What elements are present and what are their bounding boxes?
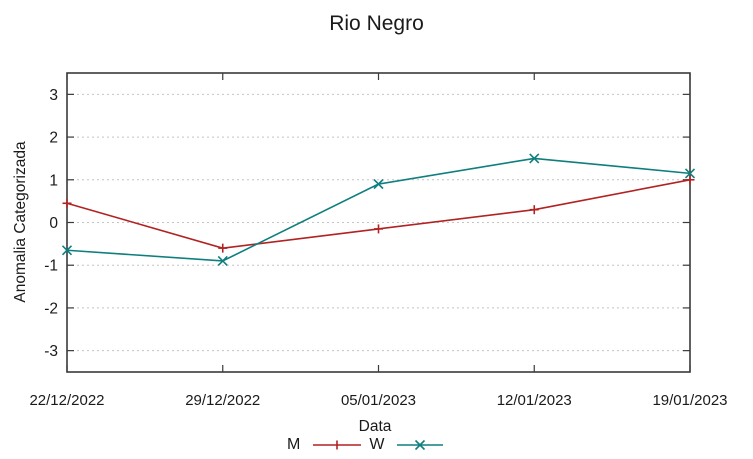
- x-tick-label: 29/12/2022: [185, 392, 260, 409]
- y-tick-label: 0: [49, 215, 58, 232]
- x-tick-label: 22/12/2022: [29, 392, 104, 409]
- marker-cross: [217, 255, 228, 267]
- plot-border: [66, 72, 691, 373]
- series-line-m: [66, 179, 691, 249]
- marker-cross: [61, 245, 73, 256]
- y-axis-label: Anomalia Categorizada: [12, 141, 29, 303]
- y-tick-label: 2: [49, 130, 58, 147]
- x-tick-label: 12/01/2023: [497, 392, 572, 409]
- y-tick-label: -1: [44, 258, 58, 275]
- x-tick-label: 19/01/2023: [652, 392, 727, 409]
- y-tick-label: -2: [44, 300, 58, 317]
- marker-cross: [529, 153, 540, 164]
- series-line-w: [66, 157, 691, 262]
- legend-line-sample-m: [313, 440, 362, 450]
- x-tick-label: 05/01/2023: [341, 392, 416, 409]
- chart-title: Rio Negro: [329, 12, 424, 35]
- marker-cross: [684, 168, 696, 179]
- legend: M W: [287, 435, 451, 455]
- marker-cross: [373, 178, 384, 190]
- y-tick-label: 3: [49, 87, 58, 104]
- legend-line-sample-w: [397, 439, 444, 451]
- legend-label-m: M: [287, 436, 301, 453]
- legend-label-w: W: [369, 436, 385, 453]
- y-tick-label: -3: [44, 343, 58, 360]
- x-axis-label: Data: [359, 418, 392, 435]
- y-tick-label: 1: [49, 172, 58, 189]
